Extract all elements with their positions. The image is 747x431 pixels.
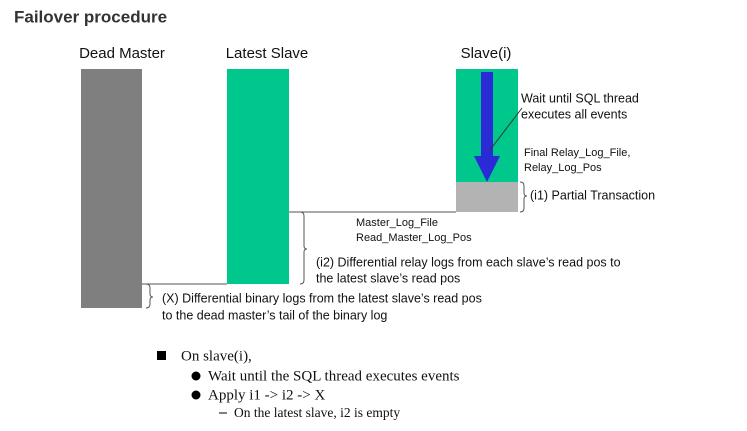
annotation: the latest slave’s read pos — [316, 271, 460, 285]
annotation: (i2) Differential relay logs from each s… — [316, 255, 621, 269]
annotation: (i1) Partial Transaction — [530, 188, 655, 202]
pointer-line — [489, 107, 523, 151]
annotation: (X) Differential binary logs from the la… — [162, 291, 482, 305]
annotation: executes all events — [521, 107, 627, 121]
page-title: Failover procedure — [14, 7, 167, 26]
bullet-text: Apply i1 -> i2 -> X — [208, 387, 325, 403]
bullet-text: On slave(i), — [181, 348, 252, 364]
annotation: Relay_Log_Pos — [524, 162, 602, 174]
annotation: Wait until SQL thread — [521, 91, 639, 105]
annotation: Master_Log_File — [356, 217, 438, 229]
annotation: Read_Master_Log_Pos — [356, 232, 472, 244]
column-label: Slave(i) — [461, 45, 512, 62]
partial-transaction-bar — [456, 182, 518, 212]
bullet-text: On the latest slave, i2 is empty — [234, 405, 400, 420]
square-bullet — [157, 351, 166, 360]
arrow — [474, 72, 500, 182]
dot-bullet — [191, 390, 201, 400]
column-label: Latest Slave — [226, 45, 309, 62]
latest-slave-bar — [227, 69, 289, 284]
connectors — [142, 181, 528, 309]
bullet-text: Wait until the SQL thread executes event… — [208, 368, 460, 384]
column-label: Dead Master — [79, 45, 165, 62]
annotation: to the dead master’s tail of the binary … — [162, 308, 387, 322]
dead-master-bar — [81, 69, 142, 308]
dot-bullet — [191, 371, 201, 381]
annotation: Final Relay_Log_File, — [524, 147, 630, 159]
